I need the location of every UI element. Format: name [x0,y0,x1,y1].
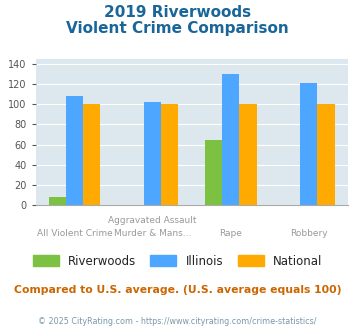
Text: Murder & Mans...: Murder & Mans... [114,229,191,238]
Bar [161,105,179,205]
Text: Aggravated Assault: Aggravated Assault [108,216,197,225]
Text: © 2025 CityRating.com - https://www.cityrating.com/crime-statistics/: © 2025 CityRating.com - https://www.city… [38,317,317,326]
Legend: Riverwoods, Illinois, National: Riverwoods, Illinois, National [28,250,327,273]
Bar [83,105,100,205]
Bar [300,83,317,205]
Bar [239,105,257,205]
Text: Compared to U.S. average. (U.S. average equals 100): Compared to U.S. average. (U.S. average … [14,285,341,295]
Bar [144,102,161,205]
Bar [49,197,66,205]
Bar [222,75,239,205]
Text: All Violent Crime: All Violent Crime [37,229,113,238]
Text: Violent Crime Comparison: Violent Crime Comparison [66,21,289,36]
Text: 2019 Riverwoods: 2019 Riverwoods [104,5,251,20]
Bar [317,105,335,205]
Text: Robbery: Robbery [290,229,328,238]
Bar [205,140,222,205]
Bar [66,96,83,205]
Text: Rape: Rape [219,229,242,238]
